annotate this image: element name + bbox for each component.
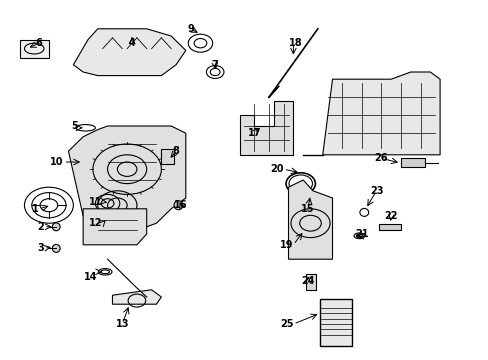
Text: 20: 20 <box>269 164 283 174</box>
Ellipse shape <box>174 201 183 210</box>
Text: 25: 25 <box>279 319 293 329</box>
Polygon shape <box>239 101 293 155</box>
Text: 26: 26 <box>374 153 387 163</box>
Text: 14: 14 <box>84 272 98 282</box>
Text: 24: 24 <box>301 276 314 286</box>
Text: 1: 1 <box>32 204 39 214</box>
Text: 18: 18 <box>288 38 302 48</box>
Polygon shape <box>68 126 185 227</box>
Ellipse shape <box>52 244 60 252</box>
Text: 6: 6 <box>36 38 42 48</box>
Text: 11: 11 <box>89 197 102 207</box>
Text: 23: 23 <box>369 186 383 196</box>
Bar <box>378 224 400 230</box>
Text: 22: 22 <box>384 211 397 221</box>
Text: 17: 17 <box>247 128 261 138</box>
Text: 9: 9 <box>187 24 194 34</box>
Text: 7: 7 <box>211 60 218 70</box>
Bar <box>161 149 173 164</box>
Text: 13: 13 <box>115 319 129 329</box>
Text: 3: 3 <box>37 243 44 253</box>
Text: 2: 2 <box>37 222 44 232</box>
Text: 12: 12 <box>89 218 102 228</box>
Polygon shape <box>288 180 332 259</box>
Bar <box>320 299 351 346</box>
Text: 5: 5 <box>71 121 78 131</box>
Text: 4: 4 <box>128 38 135 48</box>
Polygon shape <box>73 29 185 76</box>
Polygon shape <box>112 290 161 304</box>
Bar <box>400 158 425 167</box>
Bar <box>20 40 49 58</box>
Text: 21: 21 <box>354 229 368 239</box>
Text: 16: 16 <box>174 200 187 210</box>
Text: 15: 15 <box>301 204 314 214</box>
Text: 8: 8 <box>172 146 179 156</box>
Ellipse shape <box>52 223 60 231</box>
Text: 19: 19 <box>279 240 293 250</box>
Text: 10: 10 <box>50 157 63 167</box>
Polygon shape <box>83 209 146 245</box>
Bar <box>305 274 316 290</box>
Polygon shape <box>322 72 439 155</box>
